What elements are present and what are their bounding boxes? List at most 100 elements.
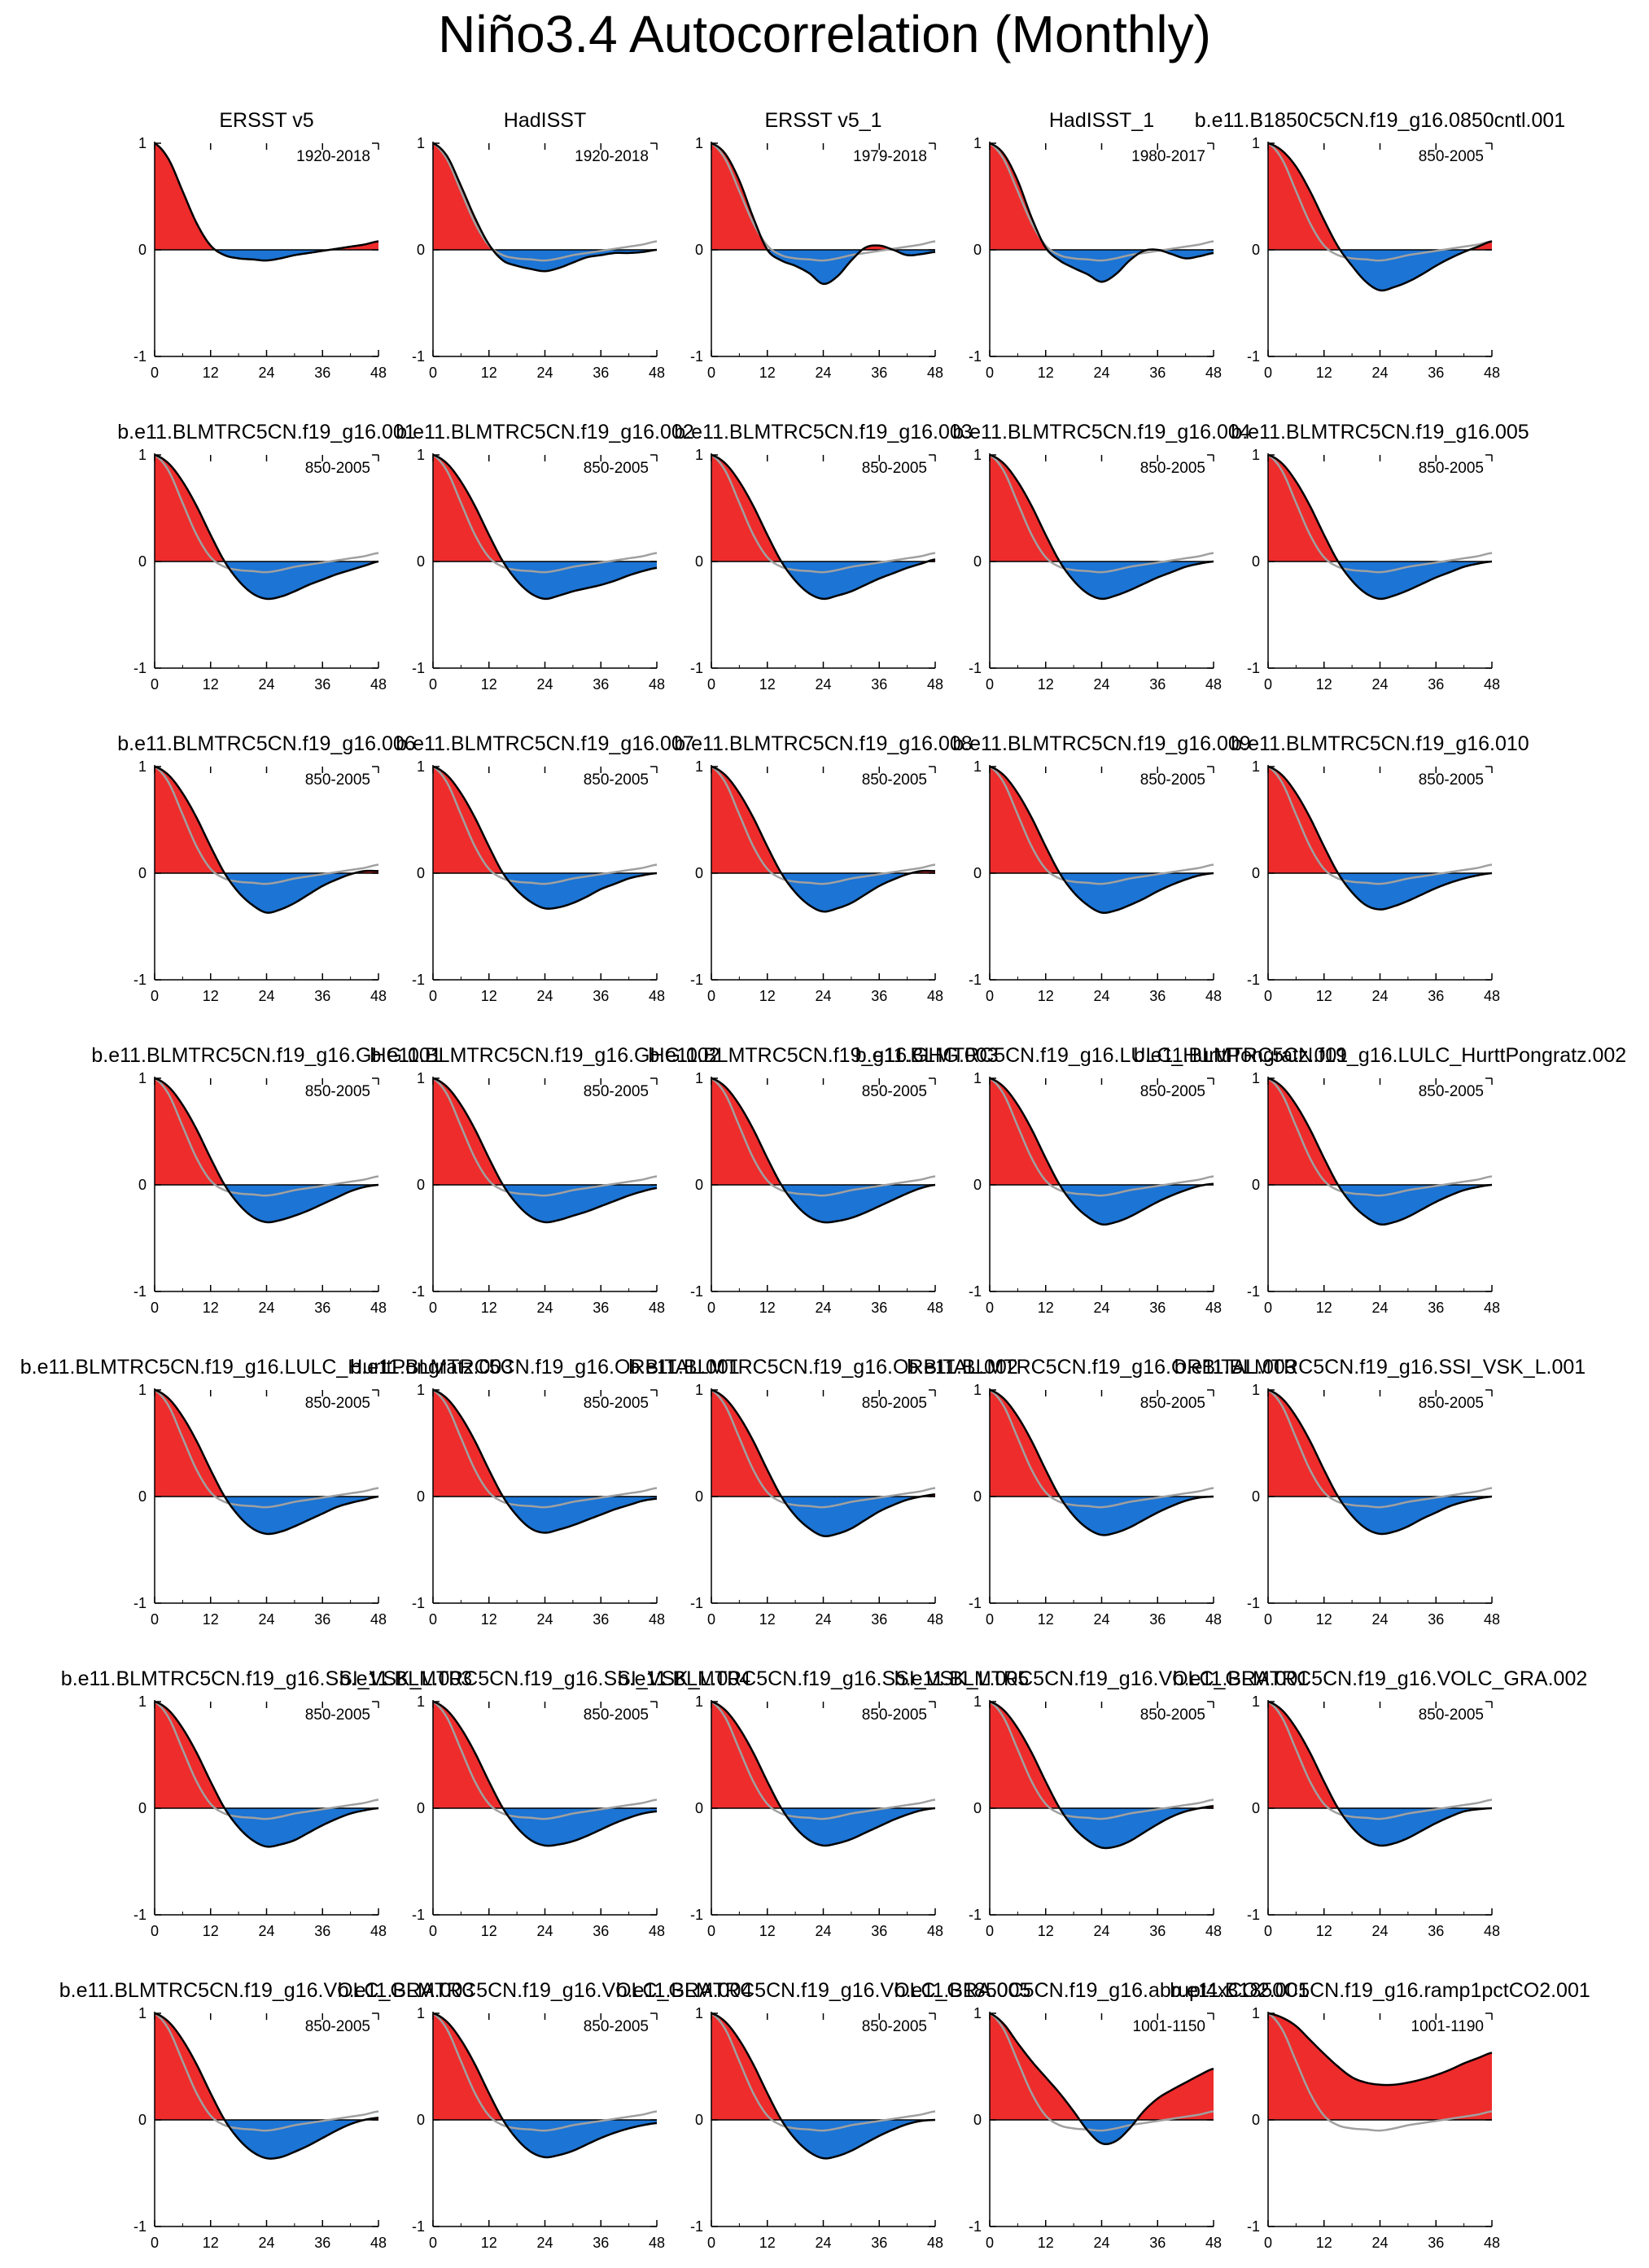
period-label: 850-2005 bbox=[862, 1706, 927, 1724]
x-tick-label: 24 bbox=[258, 365, 274, 381]
x-tick-label: 36 bbox=[314, 1300, 330, 1316]
x-tick-label: 36 bbox=[871, 2235, 887, 2251]
autocorr-curve bbox=[432, 453, 658, 601]
period-label: 850-2005 bbox=[305, 1083, 370, 1100]
x-tick-label: 12 bbox=[203, 676, 219, 693]
period-label: 850-2005 bbox=[1419, 771, 1484, 789]
positive-area bbox=[711, 143, 935, 250]
autocorr-panel: 10-10 12 24 36 48850-2005b.e11.BLMTRC5CN.f19… bbox=[1174, 1356, 1586, 1628]
y-tick-label: 1 bbox=[138, 758, 147, 775]
x-tick-label: 24 bbox=[1371, 1923, 1388, 1939]
y-tick-label: 1 bbox=[417, 135, 425, 151]
panel-title: b.e11.BLMTRC5CN.f19_g16.VOLC_GRA.005 bbox=[616, 1979, 1031, 2002]
x-tick-label: 36 bbox=[593, 988, 609, 1004]
negative-area bbox=[433, 1497, 657, 1533]
positive-area bbox=[1268, 143, 1492, 250]
reference-curve bbox=[711, 765, 936, 885]
negative-area bbox=[155, 873, 378, 913]
x-tick-label: 48 bbox=[927, 1300, 943, 1316]
panel-title: b.e11.BLMTRC5CN.f19_g16.GHG.003 bbox=[648, 1044, 998, 1067]
y-tick-label: 0 bbox=[695, 1488, 703, 1505]
x-tick-label: 0 bbox=[986, 1923, 994, 1939]
y-tick-label: 1 bbox=[973, 1382, 982, 1398]
reference-curve bbox=[711, 453, 936, 574]
x-tick-label: 12 bbox=[481, 365, 497, 381]
positive-area bbox=[1268, 2013, 1492, 2120]
x-tick-label: 24 bbox=[258, 1300, 274, 1316]
x-tick-label: 36 bbox=[1428, 365, 1444, 381]
negative-area bbox=[433, 1808, 657, 1846]
x-tick-label: 24 bbox=[536, 676, 553, 693]
reference-curve bbox=[154, 765, 379, 885]
autocorr-panel: 10-10 12 24 36 48850-2005b.e11.BLMTRC5CN.f19… bbox=[20, 1356, 513, 1628]
reference-curve bbox=[1267, 1388, 1493, 1509]
x-tick-label: 0 bbox=[986, 1300, 994, 1316]
reference-curve bbox=[1267, 2012, 1493, 2132]
autocorr-panel: 10-10 12 24 36 48850-2005b.e11.BLMTRC5CN.f19… bbox=[616, 1979, 1031, 2251]
y-tick-label: -1 bbox=[412, 1907, 425, 1923]
x-tick-label: 48 bbox=[1205, 1923, 1222, 1939]
y-tick-label: 1 bbox=[138, 447, 147, 463]
x-tick-label: 12 bbox=[481, 1611, 497, 1628]
autocorr-panel: 10-10 12 24 36 48850-2005b.e11.BLMTRC5CN.f19… bbox=[91, 1044, 441, 1316]
x-tick-label: 0 bbox=[986, 365, 994, 381]
y-tick-label: 0 bbox=[417, 1800, 425, 1816]
x-tick-label: 24 bbox=[258, 2235, 274, 2251]
y-tick-label: -1 bbox=[690, 660, 703, 676]
y-tick-label: -1 bbox=[412, 1595, 425, 1611]
positive-area bbox=[433, 143, 657, 250]
y-tick-label: -1 bbox=[690, 348, 703, 365]
y-tick-label: 0 bbox=[417, 1177, 425, 1193]
x-tick-label: 36 bbox=[593, 365, 609, 381]
autocorr-panel: 10-10 12 24 36 48850-2005b.e11.BLMTRC5CN.f19… bbox=[339, 1667, 750, 1939]
y-tick-label: -1 bbox=[133, 1907, 147, 1923]
y-tick-label: -1 bbox=[1247, 1907, 1260, 1923]
x-tick-label: 0 bbox=[429, 365, 437, 381]
y-tick-label: 0 bbox=[973, 1488, 982, 1505]
x-tick-label: 48 bbox=[1484, 2235, 1500, 2251]
period-label: 850-2005 bbox=[1140, 1395, 1205, 1412]
period-label: 850-2005 bbox=[1140, 460, 1205, 477]
panel-title: b.e11.BLMTRC5CN.f19_g16.GHG.001 bbox=[91, 1044, 441, 1067]
x-tick-label: 36 bbox=[1149, 988, 1166, 1004]
period-label: 850-2005 bbox=[305, 1395, 370, 1412]
autocorr-curve bbox=[432, 1388, 658, 1534]
x-tick-label: 24 bbox=[1093, 1300, 1109, 1316]
y-tick-label: 0 bbox=[1252, 553, 1260, 570]
autocorr-panel: 10-10 12 24 36 48850-2005b.e11.BLMTRC5CN.f19… bbox=[370, 1044, 720, 1316]
x-tick-label: 24 bbox=[815, 365, 831, 381]
y-tick-label: 0 bbox=[417, 553, 425, 570]
y-tick-label: 0 bbox=[1252, 2112, 1260, 2128]
x-tick-label: 0 bbox=[151, 676, 159, 693]
y-tick-label: 0 bbox=[138, 553, 147, 570]
autocorr-panel: 10-10 12 24 36 48850-2005b.e11.BLMTRC5CN.f19… bbox=[59, 1979, 475, 2251]
autocorr-curve bbox=[989, 1077, 1214, 1226]
period-label: 850-2005 bbox=[862, 1395, 927, 1412]
y-tick-label: 0 bbox=[973, 1800, 982, 1816]
x-tick-label: 0 bbox=[429, 988, 437, 1004]
x-tick-label: 48 bbox=[1205, 988, 1222, 1004]
y-tick-label: -1 bbox=[1247, 2218, 1260, 2235]
x-tick-label: 48 bbox=[927, 988, 943, 1004]
reference-curve bbox=[989, 1077, 1214, 1197]
period-label: 850-2005 bbox=[305, 2018, 370, 2035]
autocorr-curve bbox=[432, 2012, 658, 2159]
y-tick-label: -1 bbox=[969, 660, 982, 676]
reference-curve bbox=[989, 142, 1214, 262]
x-tick-label: 0 bbox=[151, 365, 159, 381]
negative-area bbox=[711, 1185, 935, 1223]
y-tick-label: 1 bbox=[138, 1382, 147, 1398]
period-label: 1920-2018 bbox=[296, 148, 370, 165]
period-label: 850-2005 bbox=[584, 1706, 649, 1724]
panel-title: b.e11.BLMTRC5CN.f19_g16.004 bbox=[952, 421, 1251, 444]
x-tick-label: 12 bbox=[759, 1923, 776, 1939]
x-tick-label: 36 bbox=[314, 676, 330, 693]
y-tick-label: -1 bbox=[133, 660, 147, 676]
reference-curve bbox=[154, 1077, 379, 1197]
x-tick-label: 36 bbox=[593, 2235, 609, 2251]
period-label: 850-2005 bbox=[305, 1706, 370, 1724]
reference-curve bbox=[711, 1077, 936, 1197]
y-tick-label: 0 bbox=[138, 1488, 147, 1505]
period-label: 850-2005 bbox=[1140, 1083, 1205, 1100]
